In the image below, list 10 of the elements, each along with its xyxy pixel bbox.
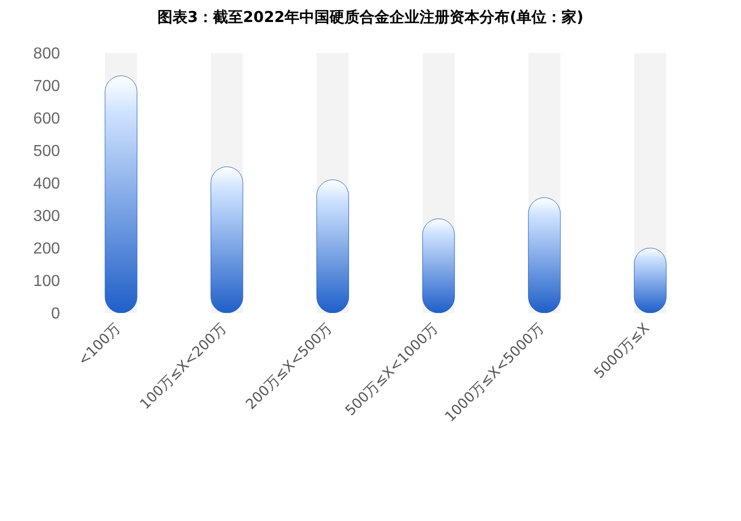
y-tick-label: 0 bbox=[51, 306, 60, 323]
y-tick-label: 400 bbox=[33, 176, 60, 193]
y-tick-label: 700 bbox=[33, 78, 60, 96]
y-tick-label: 500 bbox=[33, 143, 60, 160]
y-tick-label: 800 bbox=[33, 46, 60, 63]
y-tick-label: 300 bbox=[33, 208, 60, 226]
y-tick-label: 100 bbox=[33, 273, 60, 290]
y-tick-label: 600 bbox=[33, 110, 60, 128]
y-tick-label: 200 bbox=[33, 240, 60, 258]
chart-title: 图表3：截至2022年中国硬质合金企业注册资本分布(单位：家) bbox=[156, 8, 584, 27]
